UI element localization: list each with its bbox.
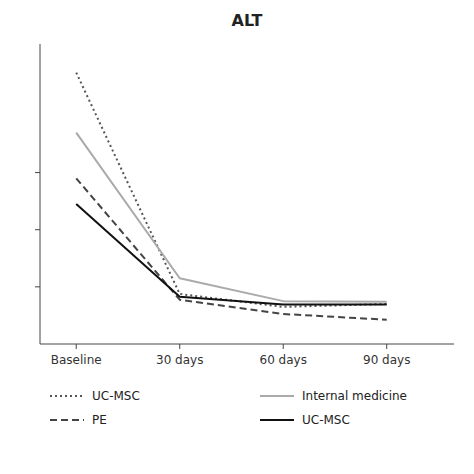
legend-swatch (50, 395, 84, 397)
y-tick (35, 172, 40, 173)
plot-area (76, 73, 387, 320)
y-axis-line (40, 44, 41, 344)
x-tick (76, 344, 77, 349)
legend-label: UC-MSC (92, 389, 140, 403)
x-tick-label: Baseline (51, 353, 102, 367)
chart-svg: ALT Baseline 30 days 60 days 90 days UC-MSC PE… (0, 0, 474, 474)
legend-label: UC-MSC (302, 413, 350, 427)
y-tick (35, 229, 40, 230)
series-line (76, 178, 387, 319)
y-tick (35, 286, 40, 287)
legend-swatch (50, 419, 84, 421)
x-tick (283, 344, 284, 349)
chart-title: ALT (232, 11, 263, 30)
legend-swatch (260, 395, 294, 397)
legend-label: PE (92, 413, 107, 427)
x-tick (179, 344, 180, 349)
series-line (76, 133, 387, 302)
chart-container: ALT Baseline 30 days 60 days 90 days UC-MSC PE… (0, 0, 474, 474)
x-tick-label: 30 days (156, 353, 203, 367)
x-axis-line (40, 344, 454, 345)
legend: UC-MSC PE Internal medicine UC-MSC (50, 389, 407, 427)
series-line (76, 204, 387, 305)
legend-label: Internal medicine (302, 389, 407, 403)
legend-swatch (260, 419, 294, 421)
x-tick-label: 60 days (260, 353, 307, 367)
x-tick-label: 90 days (363, 353, 410, 367)
series-line (76, 73, 387, 307)
x-tick (386, 344, 387, 349)
